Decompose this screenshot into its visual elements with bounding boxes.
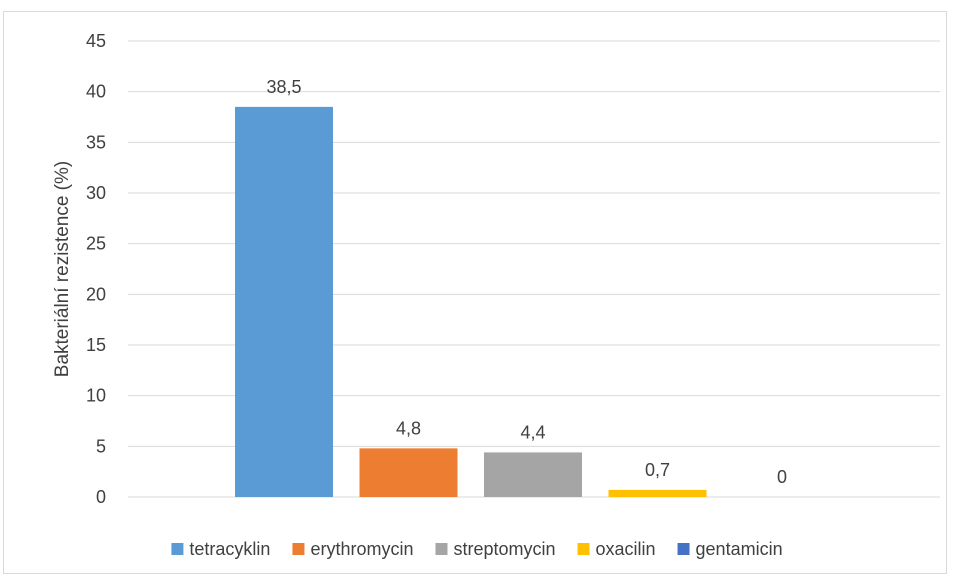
y-tick-label: 5	[96, 436, 106, 456]
legend-label-streptomycin: streptomycin	[453, 539, 555, 559]
legend-swatch-oxacilin	[577, 543, 590, 555]
y-axis-title: Bakteriální rezistence (%)	[52, 161, 73, 377]
legend-swatch-erythromycin	[292, 543, 305, 555]
data-labels: 38,5 4,8 4,4 0,7 0	[266, 77, 787, 487]
y-tick-label: 30	[86, 183, 106, 203]
bar-tetracyklin	[235, 106, 333, 497]
legend-swatch-streptomycin	[435, 543, 448, 555]
data-label-erythromycin: 4,8	[396, 418, 421, 438]
y-tick-label: 45	[86, 31, 106, 51]
bar-erythromycin	[359, 448, 458, 497]
data-label-gentamicin: 0	[777, 467, 787, 487]
y-tick-label: 20	[86, 284, 106, 304]
legend-label-gentamicin: gentamicin	[696, 539, 783, 559]
legend-label-erythromycin: erythromycin	[310, 539, 413, 559]
y-tick-label: 25	[86, 234, 106, 254]
legend-swatch-tetracyklin	[171, 543, 184, 555]
legend: tetracyklin erythromycin streptomycin oxaci…	[171, 539, 783, 559]
bar-streptomycin	[484, 452, 582, 497]
y-tick-label: 35	[86, 132, 106, 152]
data-label-oxacilin: 0,7	[645, 460, 670, 480]
data-label-streptomycin: 4,4	[520, 422, 545, 442]
y-tick-label: 10	[86, 386, 106, 406]
legend-label-oxacilin: oxacilin	[596, 539, 656, 559]
bars	[235, 106, 707, 497]
data-label-tetracyklin: 38,5	[266, 77, 301, 97]
y-tick-label: 15	[86, 335, 106, 355]
y-tick-label: 0	[96, 487, 106, 507]
chart-frame	[3, 11, 947, 574]
y-tick-label: 40	[86, 82, 106, 102]
bar-oxacilin	[608, 489, 707, 497]
y-axis-ticks: 0 5 10 15 20 25 30 35 40 45	[86, 31, 106, 507]
legend-label-tetracyklin: tetracyklin	[189, 539, 270, 559]
legend-swatch-gentamicin	[677, 543, 690, 555]
